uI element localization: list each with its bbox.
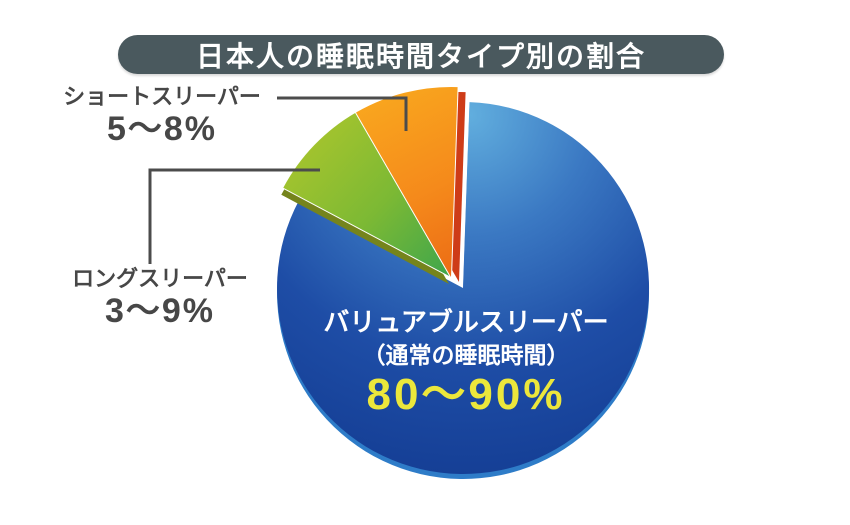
connector-line-long-sleeper (148, 168, 320, 264)
long-sleeper-label: ロングスリーパー (72, 266, 248, 291)
valuable-sleeper-value: 80〜90% (366, 370, 566, 419)
short-sleeper-value: 5〜8% (106, 110, 218, 148)
valuable-sleeper-sublabel: （通常の睡眠時間） (362, 342, 570, 368)
pie-slice-valuable (277, 102, 650, 474)
connector-line-short-sleeper (277, 96, 408, 131)
short-sleeper-label: ショートスリーパー (63, 84, 261, 109)
pie-slice-short (355, 86, 459, 278)
title-banner: 日本人の睡眠時間タイプ別の割合 (118, 35, 724, 74)
long-sleeper-label-block: ロングスリーパー 3〜9% (56, 266, 264, 330)
long-sleeper-value: 3〜9% (104, 292, 216, 330)
short-sleeper-label-block: ショートスリーパー 5〜8% (56, 84, 268, 148)
valuable-sleeper-label-block: バリュアブルスリーパー （通常の睡眠時間） 80〜90% (323, 306, 608, 419)
chart-title: 日本人の睡眠時間タイプ別の割合 (195, 40, 646, 72)
pie-slice-long (282, 111, 452, 278)
valuable-sleeper-label: バリュアブルスリーパー (323, 307, 609, 337)
